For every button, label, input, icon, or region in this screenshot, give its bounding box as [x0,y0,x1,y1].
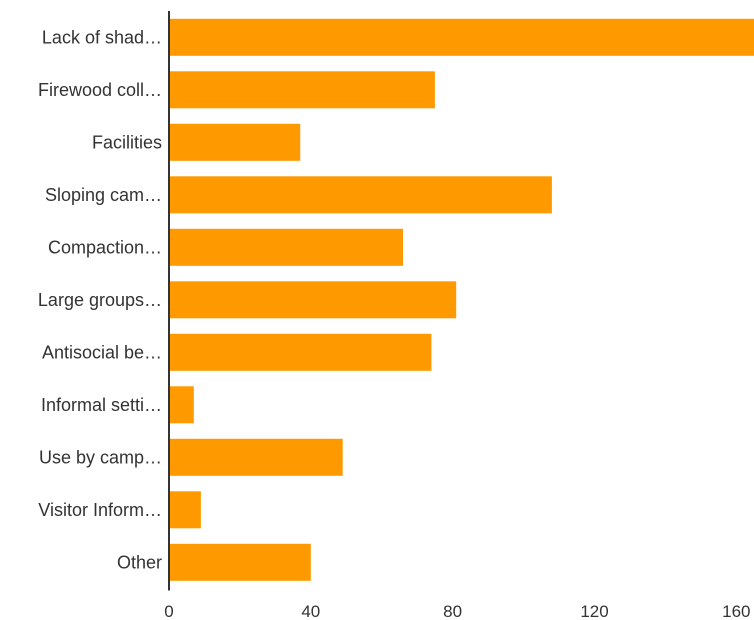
category-label-3: Sloping cam… [45,185,162,205]
bar-3 [169,176,552,214]
category-label-9: Visitor Inform… [38,500,162,520]
bar-8 [169,438,343,476]
x-tick-label-2: 80 [443,602,462,620]
category-label-2: Facilities [92,132,162,152]
bar-0 [169,18,754,56]
bar-4 [169,228,403,266]
x-tick-labels: 0 40 80 120 160 [164,602,750,620]
category-label-6: Antisocial be… [42,342,162,362]
x-tick-label-3: 120 [580,602,608,620]
x-tick-label-0: 0 [164,602,173,620]
category-label-0: Lack of shad… [42,27,162,47]
bar-7 [169,386,194,424]
bar-6 [169,333,432,371]
bar-9 [169,491,201,529]
bar-5 [169,281,457,319]
bars-group [169,18,754,581]
category-label-8: Use by camp… [39,447,162,467]
bar-10 [169,543,311,581]
category-label-1: Firewood coll… [38,80,162,100]
category-label-4: Compaction… [48,237,162,257]
category-label-7: Informal setti… [41,395,162,415]
x-tick-label-4: 160 [722,602,750,620]
x-tick-label-1: 40 [301,602,320,620]
category-label-5: Large groups… [38,290,162,310]
category-label-10: Other [117,552,162,572]
bar-1 [169,71,435,109]
bar-2 [169,123,301,161]
category-labels: Lack of shad… Firewood coll… Facilities Slo… [38,27,162,572]
